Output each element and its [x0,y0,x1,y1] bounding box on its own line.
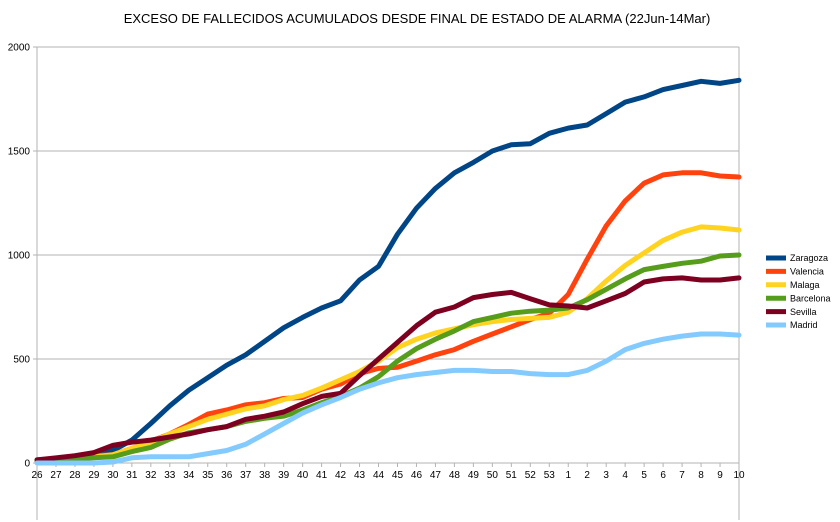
x-tick-label: 49 [468,470,480,481]
legend-label-valencia: Valencia [790,267,824,277]
x-tick-label: 8 [698,470,704,481]
legend-label-zaragoza: Zaragoza [790,253,828,263]
x-tick-label: 29 [88,470,100,481]
x-tick-label: 3 [603,470,609,481]
x-tick-label: 53 [544,470,556,481]
x-tick-label: 2 [584,470,590,481]
legend: Zaragoza Valencia Malaga Barcelona Sevilla Ma… [766,253,831,330]
x-tick-label: 5 [641,470,647,481]
y-tick-label: 0 [24,459,30,470]
series-lines [34,77,742,466]
x-tick-label: 45 [392,470,404,481]
x-tick-label: 4 [622,470,628,481]
x-tick-label: 51 [506,470,518,481]
series-line-madrid [34,331,742,466]
x-tick-label: 46 [411,470,423,481]
series-line-zaragoza [34,77,742,464]
x-tick-label: 6 [660,470,666,481]
x-tick-label: 41 [316,470,328,481]
x-tick-label: 39 [278,470,290,481]
x-tick-label: 40 [297,470,309,481]
x-tick-label: 32 [145,470,157,481]
y-tick-label: 1000 [8,251,31,262]
x-tick-label: 9 [717,470,723,481]
x-tick-label: 42 [335,470,347,481]
legend-label-barcelona: Barcelona [790,293,831,303]
x-tick-label: 30 [107,470,119,481]
x-tick-label: 10 [733,470,745,481]
series-line-sevilla [34,275,742,463]
x-tick-label: 47 [430,470,442,481]
x-tick-label: 52 [525,470,537,481]
y-axis-ticks: 0 500 1000 1500 2000 [8,43,31,470]
x-tick-label: 1 [565,470,571,481]
series-line-barcelona [34,252,742,463]
x-tick-label: 33 [164,470,176,481]
y-tick-label: 1500 [8,147,31,158]
x-tick-label: 36 [221,470,233,481]
legend-label-madrid: Madrid [790,320,818,330]
x-tick-label: 44 [373,470,385,481]
x-tick-label: 27 [50,470,62,481]
series-line-malaga [34,224,742,463]
y-tick-label: 2000 [8,43,31,54]
x-tick-label: 34 [183,470,195,481]
x-tick-label: 35 [202,470,214,481]
x-tick-label: 43 [354,470,366,481]
x-tick-label: 50 [487,470,499,481]
x-tick-label: 48 [449,470,461,481]
x-tick-label: 26 [31,470,43,481]
series-line-valencia [34,170,742,463]
legend-label-malaga: Malaga [790,280,820,290]
x-tick-label: 28 [69,470,81,481]
x-tick-label: 37 [240,470,252,481]
x-tick-label: 38 [259,470,271,481]
x-axis-ticks: 26 27 28 29 30 31 32 33 34 35 36 37 38 39 40 41 42 43 44 45… [31,470,745,481]
chart-title: EXCESO DE FALLECIDOS ACUMULADOS DESDE FI… [124,11,711,26]
legend-label-sevilla: Sevilla [790,307,817,317]
y-tick-label: 500 [13,355,30,366]
x-tick-label: 7 [679,470,685,481]
x-tick-label: 31 [126,470,138,481]
